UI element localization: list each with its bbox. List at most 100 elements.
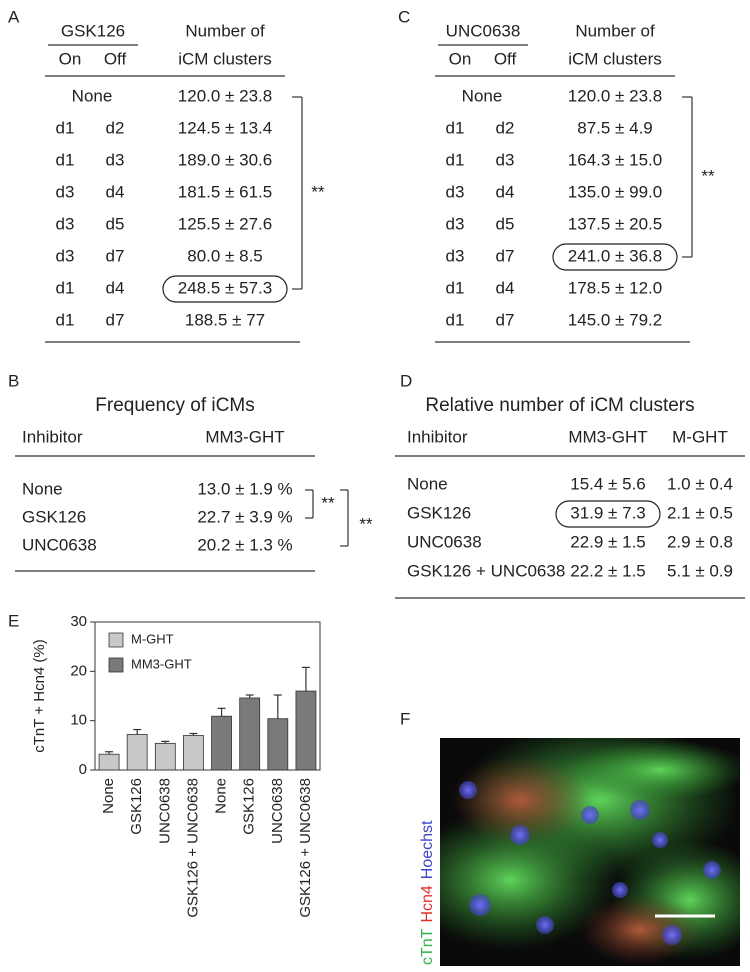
panel-letter: A [8,7,20,26]
cell: None [72,86,113,105]
cell: 248.5 ± 57.3 [178,278,272,297]
cell: 124.5 ± 13.4 [178,118,272,137]
cell: d5 [106,214,125,233]
column-header: Off [104,49,127,68]
cell: d5 [496,214,515,233]
cell: 178.5 ± 12.0 [568,278,662,297]
cell: 22.7 ± 3.9 % [197,507,292,526]
group-header: UNC0638 [446,21,521,40]
significance: ** [311,182,325,201]
highlight-oval [162,275,288,303]
significance: ** [321,493,335,512]
cell: d7 [496,246,515,265]
cell: d7 [496,310,515,329]
bar [183,735,204,771]
micrograph [440,738,740,966]
panel-letter: F [400,709,410,728]
significance: ** [701,166,715,185]
cell: GSK126 + UNC0638 [407,561,565,580]
cell: 15.4 ± 5.6 [570,474,646,493]
cell: d3 [446,214,465,233]
cell: 80.0 ± 8.5 [187,246,263,265]
cell: d1 [446,278,465,297]
bar [295,690,317,771]
bar [126,734,148,771]
column-header: iCM clusters [568,49,662,68]
x-tick-label: None [213,778,230,814]
cell: 188.5 ± 77 [185,310,265,329]
cell: 164.3 ± 15.0 [568,150,662,169]
panel-letter: D [400,371,412,390]
table-title: Relative number of iCM clusters [425,395,694,416]
cell: d3 [496,150,515,169]
column-header: Number of [185,21,265,40]
legend-swatch [108,657,124,673]
cell: d3 [56,246,75,265]
cell: 13.0 ± 1.9 % [197,479,292,498]
x-tick-label: UNC0638 [156,778,173,844]
cell: 1.0 ± 0.4 [667,474,733,493]
cell: d1 [56,278,75,297]
column-header: On [449,49,472,68]
x-tick-label: None [100,778,117,814]
x-tick-label: GSK126 + UNC0638 [184,778,201,918]
panel-letter: E [8,611,19,630]
stain-name: cTnT [419,928,436,965]
cell: d3 [446,182,465,201]
column-header: Inhibitor [407,427,468,446]
stain-name: Hcn4 [419,885,436,922]
group-header: GSK126 [61,21,125,40]
cell: d7 [106,310,125,329]
column-header: Inhibitor [22,427,83,446]
cell: 181.5 ± 61.5 [178,182,272,201]
cell: d4 [496,278,515,297]
bar [98,753,120,771]
panel-letter: B [8,371,19,390]
cell: 120.0 ± 23.8 [178,86,272,105]
cell: 5.1 ± 0.9 [667,561,733,580]
cell: GSK126 [22,507,86,526]
cell: None [22,479,63,498]
cell: UNC0638 [22,535,97,554]
plot-frame [94,621,321,771]
cell: 125.5 ± 27.6 [178,214,272,233]
cell: 2.1 ± 0.5 [667,503,733,522]
cell: d7 [106,246,125,265]
highlight-oval [555,500,661,528]
cell: None [407,474,448,493]
bar [154,742,176,771]
cell: 22.2 ± 1.5 [570,561,646,580]
y-axis-label: cTnT + Hcn4 (%) [31,639,48,753]
cell: d3 [446,246,465,265]
cell: d2 [496,118,515,137]
cell: d1 [446,150,465,169]
cell: 189.0 ± 30.6 [178,150,272,169]
cell: 135.0 ± 99.0 [568,182,662,201]
cell: 87.5 ± 4.9 [577,118,653,137]
legend-label: M-GHT [131,631,174,646]
cell: d1 [446,310,465,329]
cell: d4 [106,182,125,201]
cell: d2 [106,118,125,137]
cell: d3 [56,214,75,233]
column-header: Number of [575,21,655,40]
cell: 22.9 ± 1.5 [570,532,646,551]
significance: ** [359,514,373,533]
legend-label: MM3-GHT [131,656,192,671]
cell: 137.5 ± 20.5 [568,214,662,233]
bar [211,715,232,771]
cell: d1 [56,118,75,137]
y-tick-label: 20 [70,662,87,679]
column-header: On [59,49,82,68]
cell: UNC0638 [407,532,482,551]
cell: d3 [106,150,125,169]
column-header: MM3-GHT [568,427,647,446]
column-header: Off [494,49,517,68]
bar [239,697,261,771]
y-tick-label: 10 [70,712,87,729]
cell: GSK126 [407,503,471,522]
panel-letter: C [398,7,410,26]
cell: d4 [496,182,515,201]
cell: d3 [56,182,75,201]
